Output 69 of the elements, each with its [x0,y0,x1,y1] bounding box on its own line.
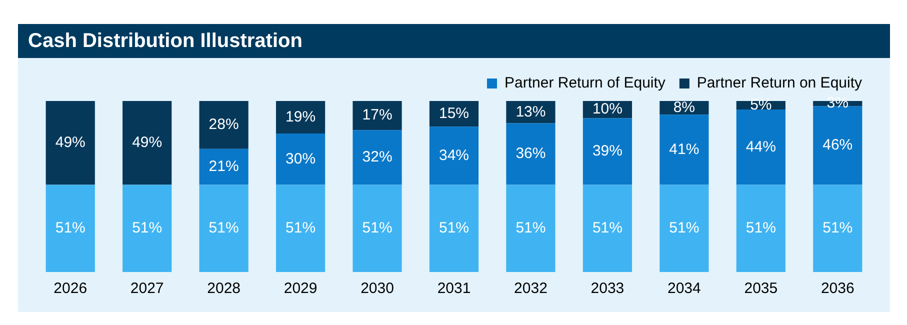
data-label: 51% [55,220,86,237]
bar [199,101,248,149]
bar [813,184,862,272]
bar [506,123,556,185]
x-tick-label: 2031 [437,280,471,298]
bar [660,184,709,272]
bar [582,184,632,272]
data-label: 17% [362,106,392,124]
bar [276,133,326,185]
data-label: 13% [516,103,546,120]
bar [122,184,172,272]
data-label: 51% [362,220,392,237]
bar [199,184,248,272]
bar [352,101,402,130]
data-label: 51% [438,220,470,237]
legend-label: Partner Return on Equity [696,74,862,92]
x-tick-label: 2030 [360,280,394,298]
x-tick-label: 2027 [130,280,164,298]
data-label: 51% [592,220,622,237]
data-label: 51% [746,220,776,237]
bar [122,101,172,185]
x-tick-label: 2034 [667,280,701,298]
bar [429,184,479,272]
bar [46,184,95,272]
data-label: 34% [438,146,470,164]
x-tick-label: 2029 [284,280,318,298]
data-label: 51% [208,220,239,237]
legend-label: Partner Return of Equity [504,74,666,92]
bar [352,184,402,272]
data-label: 51% [286,220,316,237]
x-tick-label: 2035 [744,280,778,298]
bar [582,118,632,185]
data-label: 51% [822,220,853,237]
bar [813,106,862,185]
x-tick-label: 2028 [207,280,241,298]
bar [736,110,786,185]
data-label: 19% [286,108,316,126]
data-label: 51% [132,220,162,237]
data-label: 10% [592,100,622,118]
data-label: 8% [673,98,696,116]
data-label: 39% [592,142,622,160]
x-tick-label: 2036 [820,280,854,298]
data-label: 51% [516,220,546,237]
data-label: 21% [208,158,239,175]
data-label: 51% [669,220,700,237]
bar [199,148,248,185]
bar [429,126,479,185]
x-tick-label: 2032 [514,280,548,298]
x-tick-label: 2033 [590,280,624,298]
bar [736,184,786,272]
data-label: 5% [750,96,772,114]
x-tick-label: 2026 [54,280,88,298]
chart-title: Cash Distribution Illustration [18,24,890,58]
data-label: 41% [669,140,700,158]
data-label: 49% [55,134,86,152]
bar [46,101,95,185]
bar [276,101,326,134]
data-label: 30% [286,150,316,168]
bar [276,184,326,272]
bar [660,114,709,185]
data-label: 32% [362,148,392,166]
data-label: 46% [822,136,853,154]
bar [506,184,556,272]
bar [352,130,402,185]
data-label: 36% [516,145,546,162]
data-label: 49% [132,134,162,152]
data-label: 44% [746,138,776,156]
data-label: 15% [438,104,470,122]
data-label: 28% [208,116,239,134]
